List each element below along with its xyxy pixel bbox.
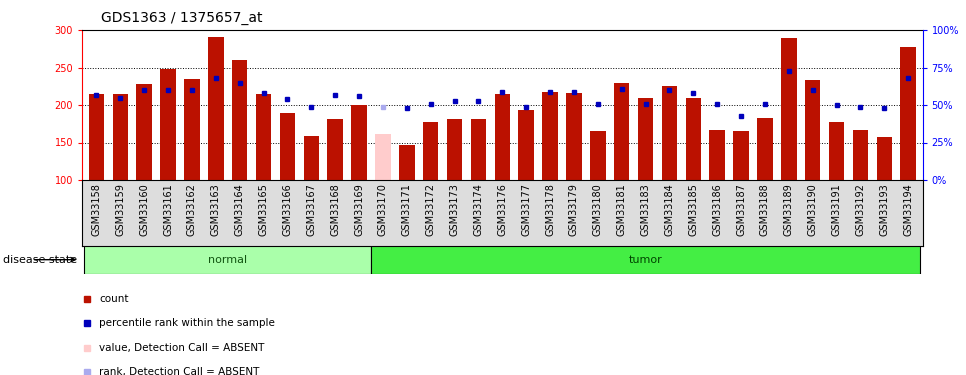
Text: GSM33190: GSM33190 xyxy=(808,183,817,236)
Text: GSM33165: GSM33165 xyxy=(259,183,269,236)
Bar xyxy=(829,122,844,180)
Text: GSM33194: GSM33194 xyxy=(903,183,913,236)
Bar xyxy=(853,130,868,180)
Text: GSM33187: GSM33187 xyxy=(736,183,746,236)
Text: GSM33177: GSM33177 xyxy=(522,183,531,236)
Bar xyxy=(566,93,582,180)
Text: GSM33166: GSM33166 xyxy=(282,183,293,236)
Bar xyxy=(900,47,916,180)
Bar xyxy=(208,37,223,180)
Bar xyxy=(781,38,797,180)
Text: normal: normal xyxy=(209,255,247,265)
Bar xyxy=(876,137,892,180)
Text: GDS1363 / 1375657_at: GDS1363 / 1375657_at xyxy=(101,11,263,25)
Bar xyxy=(805,80,820,180)
Text: GSM33163: GSM33163 xyxy=(211,183,221,236)
Text: percentile rank within the sample: percentile rank within the sample xyxy=(99,318,274,328)
Text: disease state: disease state xyxy=(3,255,77,265)
Bar xyxy=(160,69,176,180)
Bar xyxy=(709,130,724,180)
Text: GSM33193: GSM33193 xyxy=(879,183,890,236)
Bar xyxy=(375,134,390,180)
Text: GSM33185: GSM33185 xyxy=(689,183,698,236)
Text: GSM33191: GSM33191 xyxy=(832,183,841,236)
Bar xyxy=(590,130,606,180)
Text: tumor: tumor xyxy=(629,255,663,265)
Bar xyxy=(614,83,630,180)
Bar xyxy=(256,94,271,180)
Bar xyxy=(232,60,247,180)
Bar xyxy=(447,119,463,180)
Text: GSM33188: GSM33188 xyxy=(760,183,770,236)
Bar xyxy=(519,110,534,180)
Text: count: count xyxy=(99,294,128,304)
Text: GSM33173: GSM33173 xyxy=(449,183,460,236)
Text: GSM33172: GSM33172 xyxy=(426,183,436,236)
Text: rank, Detection Call = ABSENT: rank, Detection Call = ABSENT xyxy=(99,367,259,375)
Text: GSM33171: GSM33171 xyxy=(402,183,412,236)
Text: value, Detection Call = ABSENT: value, Detection Call = ABSENT xyxy=(99,342,265,352)
Text: GSM33170: GSM33170 xyxy=(378,183,388,236)
Text: GSM33161: GSM33161 xyxy=(163,183,173,236)
Bar xyxy=(113,94,128,180)
Bar xyxy=(423,122,439,180)
Text: GSM33186: GSM33186 xyxy=(712,183,723,236)
Bar xyxy=(470,119,486,180)
Text: GSM33180: GSM33180 xyxy=(593,183,603,236)
Text: GSM33192: GSM33192 xyxy=(856,183,866,236)
Text: GSM33189: GSM33189 xyxy=(783,183,794,236)
Text: GSM33167: GSM33167 xyxy=(306,183,316,236)
Text: GSM33168: GSM33168 xyxy=(330,183,340,236)
Bar xyxy=(495,94,510,180)
Bar xyxy=(733,131,749,180)
Text: GSM33176: GSM33176 xyxy=(497,183,507,236)
Text: GSM33162: GSM33162 xyxy=(187,183,197,236)
Bar xyxy=(89,94,104,180)
Bar xyxy=(662,86,677,180)
Text: GSM33179: GSM33179 xyxy=(569,183,579,236)
Text: GSM33181: GSM33181 xyxy=(616,183,627,236)
Text: GSM33174: GSM33174 xyxy=(473,183,483,236)
Bar xyxy=(686,98,701,180)
Bar xyxy=(757,118,773,180)
Bar xyxy=(352,105,367,180)
Bar xyxy=(542,92,557,180)
Bar xyxy=(327,119,343,180)
Text: GSM33169: GSM33169 xyxy=(355,183,364,236)
Text: GSM33183: GSM33183 xyxy=(640,183,650,236)
Bar xyxy=(371,246,921,274)
Bar xyxy=(280,112,296,180)
Text: GSM33164: GSM33164 xyxy=(235,183,244,236)
Bar xyxy=(303,136,319,180)
Bar xyxy=(136,84,152,180)
Bar xyxy=(399,145,414,180)
Bar xyxy=(638,98,653,180)
Text: GSM33158: GSM33158 xyxy=(92,183,101,236)
Text: GSM33160: GSM33160 xyxy=(139,183,149,236)
Bar xyxy=(84,246,371,274)
Text: GSM33159: GSM33159 xyxy=(115,183,126,236)
Text: GSM33184: GSM33184 xyxy=(665,183,674,236)
Bar xyxy=(185,79,200,180)
Text: GSM33178: GSM33178 xyxy=(545,183,555,236)
